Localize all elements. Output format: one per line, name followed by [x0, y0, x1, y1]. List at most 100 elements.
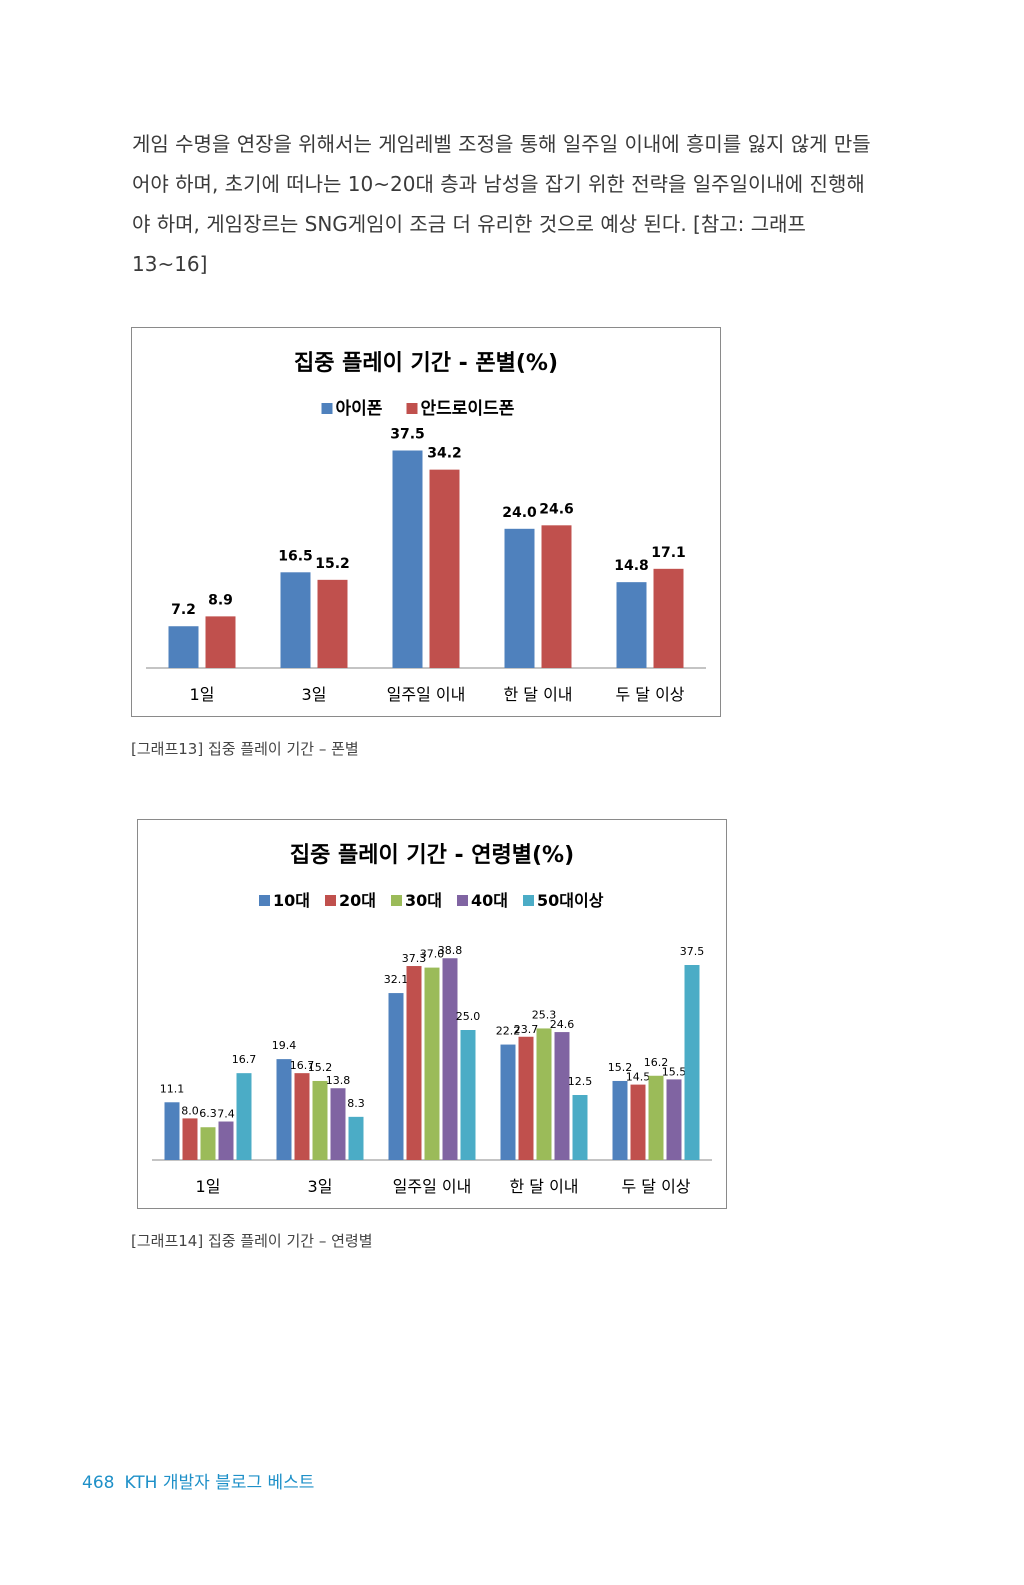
x-tick-label: 일주일 이내 — [393, 1177, 472, 1196]
bar-1 — [318, 580, 348, 668]
legend-swatch-0 — [322, 403, 333, 414]
x-tick-label: 1일 — [190, 685, 215, 704]
data-label: 11.1 — [160, 1082, 185, 1095]
data-label: 17.1 — [651, 545, 686, 561]
chart-title: 집중 플레이 기간 - 폰별(%) — [294, 351, 558, 376]
x-tick-label: 3일 — [302, 685, 327, 704]
bar-2 — [425, 968, 440, 1160]
chart-phone: 집중 플레이 기간 - 폰별(%) 아이폰 안드로이드폰 1일 7.2 8.9 3일 16.5… — [131, 327, 721, 717]
chart-age-svg: 집중 플레이 기간 - 연령별(%) 10대 20대 30대 40대 50대이상 1일 11.… — [138, 820, 726, 1208]
bar-2 — [537, 1028, 552, 1160]
data-label: 7.2 — [171, 602, 196, 618]
bar-1 — [519, 1037, 534, 1160]
legend-label-3: 40대 — [471, 891, 508, 910]
x-tick-label: 두 달 이상 — [615, 685, 684, 704]
bar-1 — [631, 1085, 646, 1160]
bar-3 — [219, 1122, 234, 1160]
bar-3 — [443, 958, 458, 1160]
bar-1 — [407, 966, 422, 1160]
x-tick-label: 일주일 이내 — [387, 685, 466, 704]
data-label: 24.0 — [502, 505, 537, 521]
data-label: 7.4 — [217, 1108, 235, 1121]
bar-3 — [555, 1032, 570, 1160]
data-label: 38.8 — [438, 944, 463, 957]
page-footer: 468 KTH 개발자 블로그 베스트 — [82, 1468, 314, 1493]
bar-2 — [313, 1081, 328, 1160]
bar-0 — [281, 572, 311, 668]
data-label: 12.5 — [568, 1075, 593, 1088]
bar-4 — [461, 1030, 476, 1160]
data-label: 25.0 — [456, 1010, 481, 1023]
data-label: 8.3 — [347, 1097, 365, 1110]
bar-1 — [183, 1118, 198, 1160]
data-label: 8.0 — [181, 1104, 199, 1117]
bar-4 — [573, 1095, 588, 1160]
data-label: 14.8 — [614, 558, 649, 574]
data-label: 37.5 — [390, 427, 425, 443]
bar-4 — [685, 965, 700, 1160]
data-label: 32.1 — [384, 973, 409, 986]
bar-0 — [613, 1081, 628, 1160]
bar-3 — [667, 1079, 682, 1160]
data-label: 34.2 — [427, 446, 462, 462]
bar-0 — [165, 1102, 180, 1160]
bar-0 — [501, 1045, 516, 1160]
data-label: 16.7 — [232, 1053, 257, 1066]
legend-swatch-4 — [523, 895, 534, 906]
data-label: 15.5 — [662, 1065, 687, 1078]
bar-4 — [237, 1073, 252, 1160]
data-label: 15.2 — [315, 556, 350, 572]
legend-swatch-0 — [259, 895, 270, 906]
bar-0 — [505, 529, 535, 668]
chart-phone-caption: [그래프13] 집중 플레이 기간 – 폰별 — [131, 738, 359, 759]
data-label: 24.6 — [539, 501, 574, 517]
x-tick-label: 한 달 이내 — [509, 1177, 578, 1196]
data-label: 24.6 — [550, 1018, 575, 1031]
bar-0 — [389, 993, 404, 1160]
x-tick-label: 한 달 이내 — [503, 685, 572, 704]
data-label: 23.7 — [514, 1023, 539, 1036]
chart-phone-svg: 집중 플레이 기간 - 폰별(%) 아이폰 안드로이드폰 1일 7.2 8.9 3일 16.5… — [132, 328, 720, 716]
bar-1 — [295, 1073, 310, 1160]
bar-2 — [649, 1076, 664, 1160]
data-label: 13.8 — [326, 1074, 351, 1087]
chart-legend: 10대 20대 30대 40대 50대이상 — [259, 891, 604, 910]
legend-swatch-3 — [457, 895, 468, 906]
data-label: 15.2 — [308, 1061, 333, 1074]
legend-label-0: 10대 — [273, 891, 310, 910]
data-label: 19.4 — [272, 1039, 297, 1052]
bar-2 — [201, 1127, 216, 1160]
bar-1 — [206, 616, 236, 668]
bar-1 — [430, 470, 460, 668]
body-paragraph: 게임 수명을 연장을 위해서는 게임레벨 조정을 통해 일주일 이내에 흥미를 … — [132, 124, 872, 284]
legend-label-0: 아이폰 — [336, 399, 383, 419]
chart-age: 집중 플레이 기간 - 연령별(%) 10대 20대 30대 40대 50대이상 1일 11.… — [137, 819, 727, 1209]
legend-label-1: 안드로이드폰 — [421, 399, 515, 419]
x-tick-label: 1일 — [196, 1177, 221, 1196]
bar-1 — [542, 525, 572, 668]
chart-legend: 아이폰 안드로이드폰 — [322, 399, 515, 419]
bar-3 — [331, 1088, 346, 1160]
chart-age-caption: [그래프14] 집중 플레이 기간 – 연령별 — [131, 1230, 373, 1251]
book-title: KTH 개발자 블로그 베스트 — [124, 1473, 314, 1493]
page-number: 468 — [82, 1473, 114, 1493]
legend-label-1: 20대 — [339, 891, 376, 910]
bar-0 — [277, 1059, 292, 1160]
x-tick-label: 3일 — [308, 1177, 333, 1196]
data-label: 8.9 — [208, 592, 233, 608]
bar-0 — [393, 451, 423, 669]
data-label: 37.5 — [680, 945, 705, 958]
legend-label-2: 30대 — [405, 891, 442, 910]
legend-swatch-1 — [325, 895, 336, 906]
legend-swatch-2 — [391, 895, 402, 906]
bar-0 — [169, 626, 199, 668]
legend-label-4: 50대이상 — [537, 891, 604, 910]
x-tick-label: 두 달 이상 — [621, 1177, 690, 1196]
legend-swatch-1 — [407, 403, 418, 414]
bar-0 — [617, 582, 647, 668]
data-label: 14.5 — [626, 1071, 651, 1084]
bar-4 — [349, 1117, 364, 1160]
data-label: 6.3 — [199, 1107, 217, 1120]
data-label: 16.5 — [278, 548, 313, 564]
chart-title: 집중 플레이 기간 - 연령별(%) — [290, 843, 574, 868]
